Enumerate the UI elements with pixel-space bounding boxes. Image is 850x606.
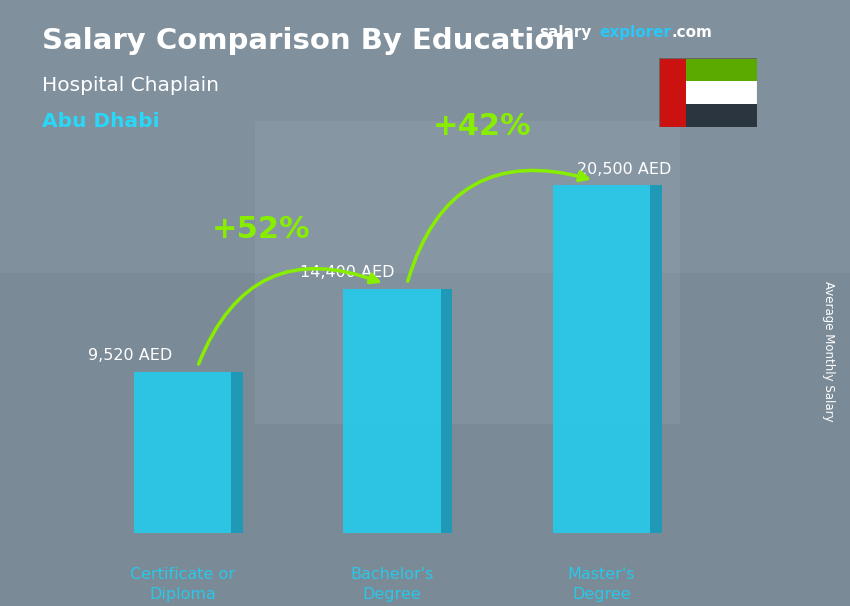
Text: Bachelor's
Degree: Bachelor's Degree xyxy=(350,567,434,602)
Bar xyxy=(255,121,680,424)
Text: salary: salary xyxy=(540,25,592,41)
Bar xyxy=(231,371,243,533)
Bar xyxy=(659,104,756,127)
Bar xyxy=(659,58,756,81)
Text: Master's
Degree: Master's Degree xyxy=(568,567,635,602)
Text: +52%: +52% xyxy=(212,215,310,244)
Text: .com: .com xyxy=(672,25,712,41)
Text: explorer: explorer xyxy=(599,25,672,41)
Bar xyxy=(650,185,662,533)
Text: Certificate or
Diploma: Certificate or Diploma xyxy=(130,567,235,602)
Bar xyxy=(659,81,756,104)
Text: Salary Comparison By Education: Salary Comparison By Education xyxy=(42,27,575,55)
Bar xyxy=(0,0,850,273)
Text: 9,520 AED: 9,520 AED xyxy=(88,348,173,363)
Text: Abu Dhabi: Abu Dhabi xyxy=(42,112,160,131)
Text: 20,500 AED: 20,500 AED xyxy=(576,162,672,177)
Text: +42%: +42% xyxy=(433,112,531,141)
Bar xyxy=(659,58,687,127)
Text: 14,400 AED: 14,400 AED xyxy=(300,265,394,281)
Text: Average Monthly Salary: Average Monthly Salary xyxy=(822,281,836,422)
Bar xyxy=(134,371,231,533)
Bar xyxy=(343,289,440,533)
Text: Hospital Chaplain: Hospital Chaplain xyxy=(42,76,219,95)
Bar xyxy=(440,289,452,533)
Bar xyxy=(552,185,650,533)
